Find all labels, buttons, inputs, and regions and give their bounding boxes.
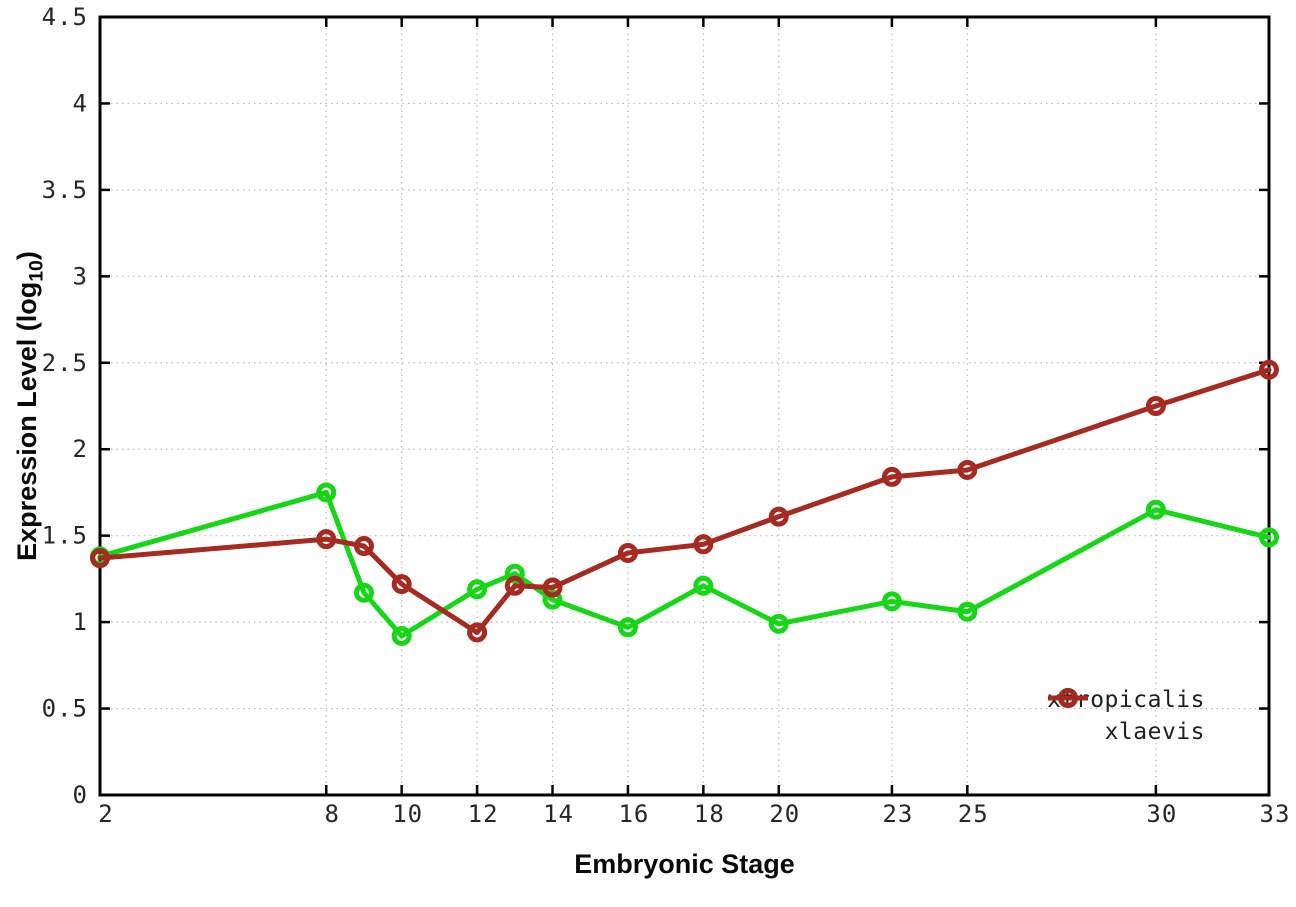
legend: xtropicalis xlaevis — [1047, 685, 1258, 747]
x-tick-label: 14 — [543, 800, 574, 828]
y-tick-label: 1.5 — [42, 522, 88, 550]
data-point-xtropicalis-10 — [391, 625, 412, 646]
data-point-xtropicalis-30 — [1145, 499, 1166, 520]
x-tick-label: 2 — [98, 800, 113, 828]
x-tick-label: 23 — [882, 800, 913, 828]
data-point-xtropicalis-12 — [467, 579, 488, 600]
legend-item-xlaevis: xlaevis — [1048, 688, 1258, 747]
y-axis-title: Expression Level (log10) — [12, 190, 48, 622]
x-tick-label: 18 — [694, 800, 725, 828]
x-tick-label: 12 — [468, 800, 499, 828]
y-tick-label: 2.5 — [42, 349, 88, 377]
data-point-xlaevis-10 — [391, 574, 412, 595]
y-tick-label: 3.5 — [42, 176, 88, 204]
data-point-xlaevis-25 — [957, 459, 978, 480]
data-point-xlaevis-33 — [1259, 359, 1279, 380]
legend-marker-xlaevis-icon — [1048, 688, 1258, 745]
x-axis-title: Embryonic Stage — [574, 849, 795, 879]
x-tick-label: 20 — [769, 800, 800, 828]
x-tick-label: 33 — [1260, 800, 1291, 828]
data-point-xlaevis-13 — [504, 575, 525, 596]
data-point-xtropicalis-23 — [881, 591, 902, 612]
data-point-xlaevis-18 — [693, 534, 714, 555]
legend-key-circle — [1058, 688, 1079, 708]
y-tick-label: 3 — [73, 262, 88, 290]
y-tick-label: 2 — [73, 435, 88, 463]
y-axis-title-close: ) — [12, 251, 42, 261]
data-point-xlaevis-16 — [617, 542, 638, 563]
data-point-xlaevis-20 — [768, 506, 789, 527]
data-point-xlaevis-12 — [467, 622, 488, 643]
y-tick-label: 4 — [73, 89, 88, 117]
data-point-xlaevis-2 — [90, 548, 110, 569]
data-point-xtropicalis-8 — [316, 482, 337, 503]
data-point-xtropicalis-9 — [353, 582, 374, 603]
data-point-xlaevis-30 — [1145, 396, 1166, 416]
y-axis-title-subscript: 10 — [25, 260, 48, 282]
plot-border — [98, 15, 1271, 797]
series-xtropicalis-line — [97, 489, 1272, 639]
series-xlaevis-line — [97, 367, 1272, 635]
x-tick-label: 10 — [392, 800, 423, 828]
data-point-xtropicalis-18 — [693, 575, 714, 596]
data-point-xtropicalis-14 — [542, 589, 563, 610]
data-point-xlaevis-9 — [353, 536, 374, 557]
legend-label-xlaevis: xlaevis — [1104, 719, 1205, 745]
data-point-xlaevis-14 — [542, 577, 563, 598]
y-tick-label: 0 — [73, 781, 88, 809]
y-tick-label: 0.5 — [42, 695, 88, 723]
data-point-xlaevis-8 — [316, 529, 337, 550]
legend-marker-xtropicalis-icon — [1048, 687, 1258, 713]
x-tick-label: 8 — [325, 800, 340, 828]
y-axis-title-text: Expression Level (log — [12, 281, 42, 561]
x-tick-label: 30 — [1146, 800, 1177, 828]
legend-key-glyph — [1048, 688, 1089, 708]
x-tick-label: 16 — [618, 800, 649, 828]
data-point-xlaevis-23 — [881, 466, 902, 487]
data-point-xtropicalis-25 — [957, 601, 978, 622]
y-tick-label: 4.5 — [42, 3, 88, 31]
y-tick-label: 1 — [73, 608, 88, 636]
data-point-xtropicalis-20 — [768, 613, 789, 634]
data-point-xtropicalis-33 — [1259, 527, 1279, 548]
x-tick-label: 25 — [958, 800, 989, 828]
data-point-xtropicalis-16 — [617, 617, 638, 638]
data-point-xtropicalis-13 — [504, 563, 525, 584]
